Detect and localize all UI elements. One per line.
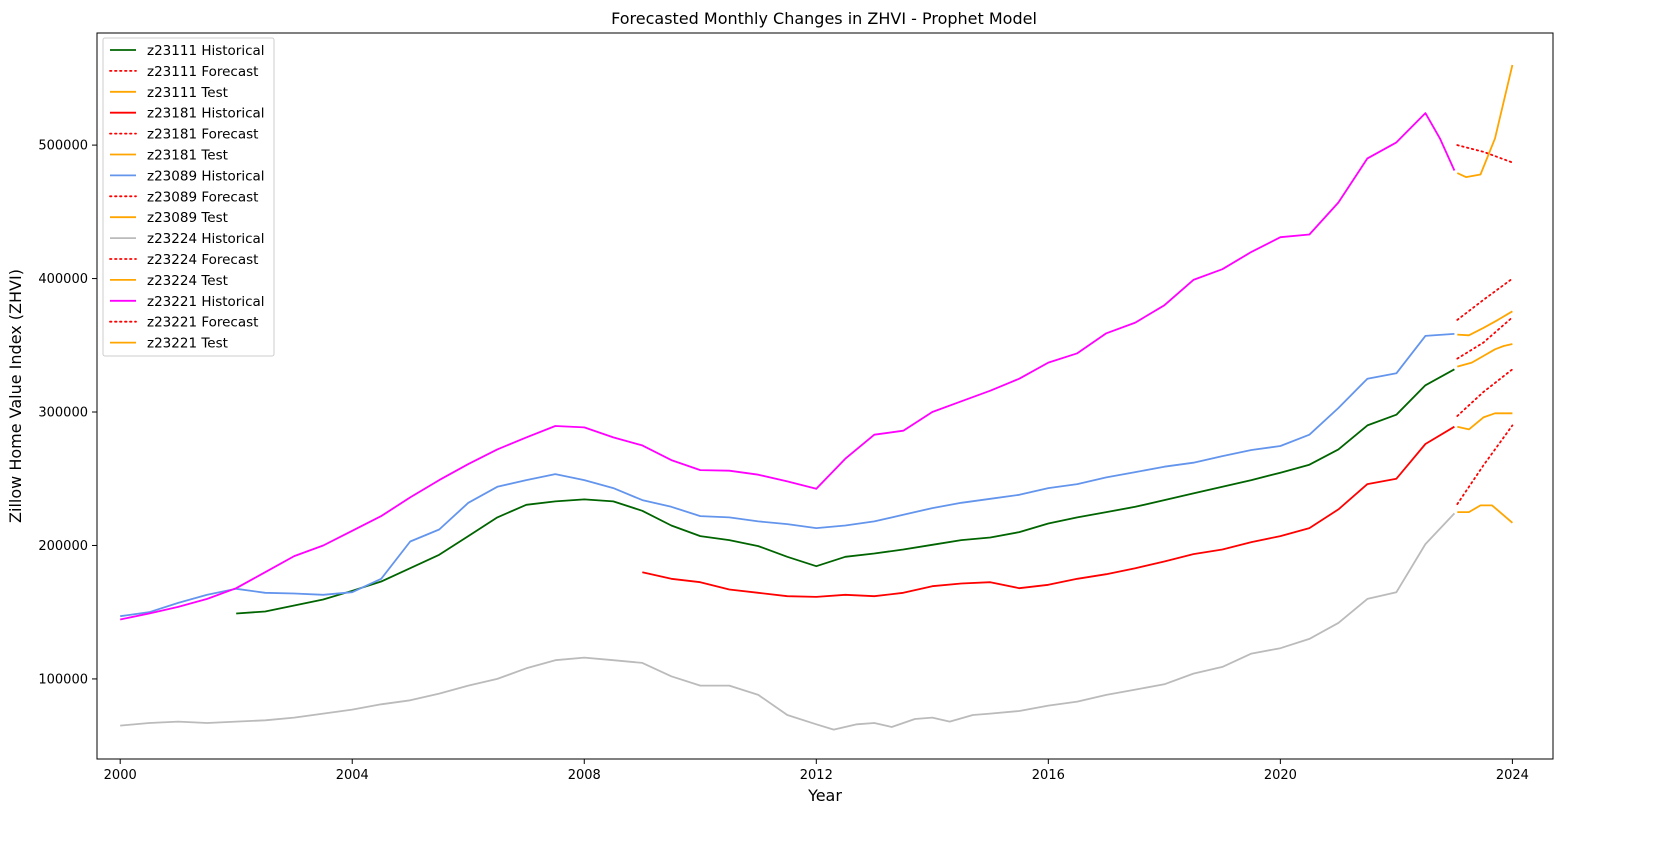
legend-entry-z23111-forecast: z23111 Forecast: [109, 64, 258, 80]
series-line-z23221-forecast: [1456, 144, 1514, 164]
plot-frame: [96, 32, 1554, 760]
legend-entry-z23221-historical: z23221 Historical: [110, 294, 265, 310]
legend-entry-z23089-test: z23089 Test: [110, 210, 228, 226]
series-line-z23181-historical: [642, 425, 1455, 598]
series-layer: [120, 64, 1514, 731]
legend-entry-z23221-forecast: z23221 Forecast: [109, 315, 258, 331]
series-line-z23181-forecast: [1456, 368, 1514, 417]
legend-label: z23089 Historical: [147, 168, 265, 184]
y-tick-label: 100000: [38, 672, 88, 687]
x-axis-ticks: 2000 2004 2008 2012 2016 2020 2024: [104, 759, 1529, 783]
legend-entry-z23111-test: z23111 Test: [110, 85, 228, 101]
legend-label: z23111 Forecast: [147, 64, 258, 80]
x-axis-title: Year: [807, 786, 842, 805]
series-line-z23181-test: [1457, 412, 1513, 431]
x-tick-label: 2000: [104, 768, 137, 783]
legend-label: z23181 Test: [147, 148, 228, 164]
series-line-z23089-historical: [120, 333, 1455, 618]
legend-label: z23181 Historical: [147, 106, 265, 122]
legend-entry-z23089-forecast: z23089 Forecast: [109, 189, 258, 205]
legend-label: z23089 Forecast: [147, 189, 258, 205]
legend-label: z23089 Test: [147, 210, 228, 226]
series-line-z23221-historical: [120, 112, 1456, 621]
legend-label: z23221 Historical: [147, 294, 265, 310]
series-line-z23111-test: [1457, 343, 1513, 368]
x-tick-label: 2024: [1496, 768, 1529, 783]
series-line-z23111-historical: [236, 368, 1455, 615]
x-tick-label: 2020: [1264, 768, 1297, 783]
legend-label: z23221 Forecast: [147, 315, 258, 331]
y-axis-title: Zillow Home Value Index (ZHVI): [6, 269, 25, 523]
y-axis-ticks: 100000 200000 300000 400000 500000: [38, 139, 97, 687]
series-line-z23221-test: [1456, 64, 1514, 178]
y-tick-label: 400000: [38, 272, 88, 287]
series-line-z23224-test: [1457, 504, 1513, 524]
series-line-z23224-forecast: [1456, 424, 1514, 505]
legend-entry-z23224-test: z23224 Test: [110, 273, 228, 289]
legend-label: z23224 Historical: [147, 231, 265, 247]
x-tick-label: 2008: [568, 768, 601, 783]
y-tick-label: 200000: [38, 539, 88, 554]
series-line-z23089-forecast: [1456, 277, 1514, 321]
series-line-z23089-test: [1457, 310, 1513, 337]
legend-entry-z23181-test: z23181 Test: [110, 148, 228, 164]
chart-title: Forecasted Monthly Changes in ZHVI - Pro…: [611, 9, 1037, 28]
legend-label: z23221 Test: [147, 336, 228, 352]
x-tick-label: 2012: [800, 768, 833, 783]
legend-entry-z23181-forecast: z23181 Forecast: [109, 127, 258, 143]
legend-label: z23111 Historical: [147, 43, 265, 59]
y-tick-label: 300000: [38, 406, 88, 421]
legend-frame: [102, 37, 275, 357]
legend-entry-z23181-historical: z23181 Historical: [110, 106, 265, 122]
series-line-z23111-forecast: [1456, 316, 1514, 360]
x-tick-label: 2004: [336, 768, 369, 783]
legend-entry-z23224-forecast: z23224 Forecast: [109, 252, 258, 268]
series-line-z23224-historical: [120, 512, 1456, 731]
legend-entry-z23089-historical: z23089 Historical: [110, 168, 265, 184]
legend-label: z23111 Test: [147, 85, 228, 101]
legend: z23111 Historical z23111 Forecast z23111 T…: [102, 37, 275, 357]
legend-entry-z23221-test: z23221 Test: [110, 336, 228, 352]
legend-entry-z23224-historical: z23224 Historical: [110, 231, 265, 247]
legend-label: z23181 Forecast: [147, 127, 258, 143]
legend-label: z23224 Test: [147, 273, 228, 289]
legend-label: z23224 Forecast: [147, 252, 258, 268]
legend-entries: z23111 Historical z23111 Forecast z23111 T…: [109, 43, 265, 352]
legend-entry-z23111-historical: z23111 Historical: [110, 43, 265, 59]
x-tick-label: 2016: [1032, 768, 1065, 783]
y-tick-label: 500000: [38, 139, 88, 154]
